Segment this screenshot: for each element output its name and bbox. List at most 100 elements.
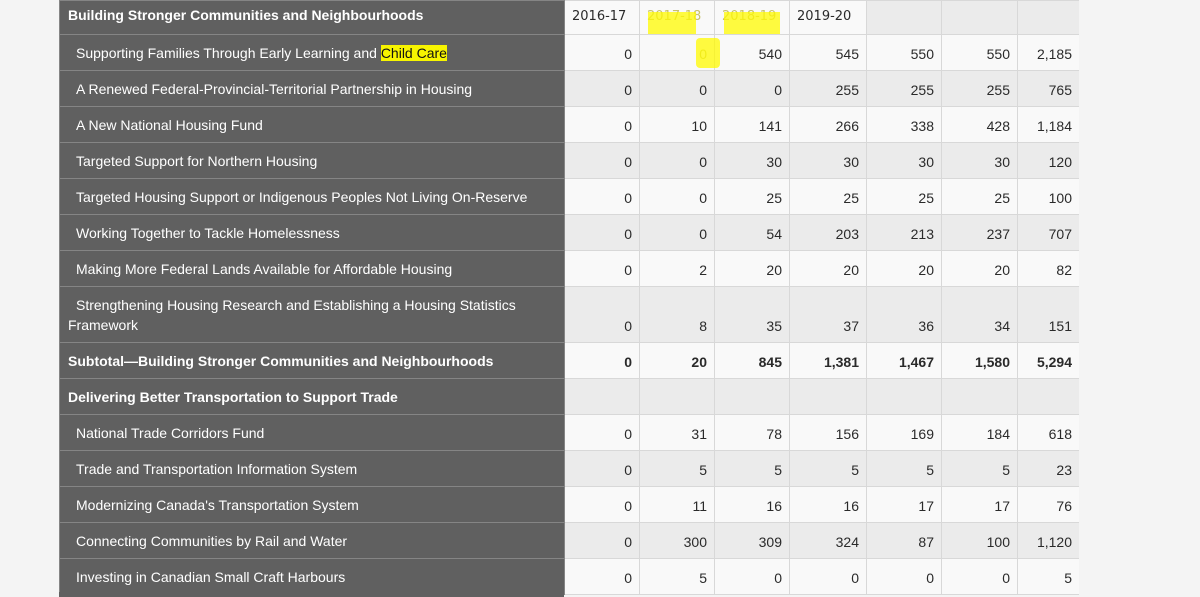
empty-cell bbox=[941, 378, 1018, 415]
total-cell: 76 bbox=[1017, 486, 1079, 523]
value-cell: 20 bbox=[789, 250, 867, 287]
value-cell: 20 bbox=[714, 250, 790, 287]
total-cell: 765 bbox=[1017, 70, 1079, 107]
value-cell: 100 bbox=[941, 522, 1018, 559]
subtotal-row: Subtotal—Building Stronger Communities a… bbox=[59, 342, 1079, 379]
value-cell: 550 bbox=[866, 34, 942, 71]
year-header-empty bbox=[941, 0, 1018, 35]
value-cell: 309 bbox=[714, 522, 790, 559]
value-cell: 0 bbox=[564, 250, 640, 287]
value-cell: 0 bbox=[564, 106, 640, 143]
row-label: Modernizing Canada's Transportation Syst… bbox=[59, 486, 565, 523]
value-cell: 37 bbox=[789, 286, 867, 343]
table-row: National Trade Corridors Fund 0 31 78 15… bbox=[59, 414, 1079, 451]
value-cell: 16 bbox=[789, 486, 867, 523]
highlighter-mark bbox=[648, 12, 696, 34]
value-cell: 78 bbox=[714, 414, 790, 451]
row-label: Making More Federal Lands Available for … bbox=[59, 250, 565, 287]
empty-cell bbox=[639, 378, 715, 415]
value-cell: 54 bbox=[714, 214, 790, 251]
table-row: Investing in Canadian Small Craft Harbou… bbox=[59, 558, 1079, 595]
year-header-empty bbox=[866, 0, 942, 35]
empty-cell bbox=[1017, 378, 1079, 415]
value-cell: 0 bbox=[639, 142, 715, 179]
value-cell: 255 bbox=[866, 70, 942, 107]
value-cell: 25 bbox=[941, 178, 1018, 215]
table-row: A Renewed Federal-Provincial-Territorial… bbox=[59, 70, 1079, 107]
value-cell: 255 bbox=[941, 70, 1018, 107]
value-cell: 338 bbox=[866, 106, 942, 143]
table-row: A New National Housing Fund 0 10 141 266… bbox=[59, 106, 1079, 143]
value-cell: 36 bbox=[866, 286, 942, 343]
table-row: Working Together to Tackle Homelessness … bbox=[59, 214, 1079, 251]
value-cell: 30 bbox=[866, 142, 942, 179]
value-cell: 25 bbox=[789, 178, 867, 215]
value-cell: 0 bbox=[564, 522, 640, 559]
value-cell: 300 bbox=[639, 522, 715, 559]
value-cell: 550 bbox=[941, 34, 1018, 71]
section-header-row: Delivering Better Transportation to Supp… bbox=[59, 378, 1079, 415]
year-header-empty bbox=[1017, 0, 1079, 35]
empty-cell bbox=[789, 378, 867, 415]
value-cell: 0 bbox=[789, 558, 867, 595]
row-label: National Trade Corridors Fund bbox=[59, 414, 565, 451]
table-row: Modernizing Canada's Transportation Syst… bbox=[59, 486, 1079, 523]
value-cell: 5 bbox=[714, 450, 790, 487]
value-cell: 0 bbox=[564, 70, 640, 107]
subtotal-cell: 1,381 bbox=[789, 342, 867, 379]
value-cell: 0 bbox=[639, 178, 715, 215]
row-label-text: Supporting Families Through Early Learni… bbox=[76, 45, 381, 61]
total-cell: 1,184 bbox=[1017, 106, 1079, 143]
value-cell: 156 bbox=[789, 414, 867, 451]
value-cell: 0 bbox=[941, 558, 1018, 595]
subtotal-cell: 845 bbox=[714, 342, 790, 379]
total-cell: 23 bbox=[1017, 450, 1079, 487]
row-label: Targeted Housing Support or Indigenous P… bbox=[59, 178, 565, 215]
value-cell: 30 bbox=[714, 142, 790, 179]
year-header: 2016-17 bbox=[564, 0, 640, 35]
row-label: Targeted Support for Northern Housing bbox=[59, 142, 565, 179]
value-cell: 10 bbox=[639, 106, 715, 143]
empty-cell bbox=[714, 378, 790, 415]
value-cell: 141 bbox=[714, 106, 790, 143]
year-header: 2019-20 bbox=[789, 0, 867, 35]
table-row: Targeted Support for Northern Housing 0 … bbox=[59, 142, 1079, 179]
value-cell: 540 bbox=[714, 34, 790, 71]
value-cell: 0 bbox=[564, 414, 640, 451]
value-cell: 11 bbox=[639, 486, 715, 523]
highlighter-mark bbox=[724, 12, 780, 34]
value-cell: 5 bbox=[639, 558, 715, 595]
value-cell: 0 bbox=[564, 450, 640, 487]
section-title: Building Stronger Communities and Neighb… bbox=[59, 0, 565, 35]
value-cell: 20 bbox=[941, 250, 1018, 287]
value-cell: 17 bbox=[941, 486, 1018, 523]
row-label: Trade and Transportation Information Sys… bbox=[59, 450, 565, 487]
row-label: Strengthening Housing Research and Estab… bbox=[59, 286, 565, 343]
subtotal-cell: 20 bbox=[639, 342, 715, 379]
value-cell: 184 bbox=[941, 414, 1018, 451]
value-cell: 5 bbox=[639, 450, 715, 487]
row-label: Working Together to Tackle Homelessness bbox=[59, 214, 565, 251]
table-row: Trade and Transportation Information Sys… bbox=[59, 450, 1079, 487]
next-row-edge bbox=[59, 592, 564, 597]
value-cell: 0 bbox=[564, 142, 640, 179]
budget-table: Building Stronger Communities and Neighb… bbox=[59, 0, 1079, 595]
table-row: Supporting Families Through Early Learni… bbox=[59, 34, 1079, 71]
total-cell: 151 bbox=[1017, 286, 1079, 343]
value-cell: 0 bbox=[714, 70, 790, 107]
highlighter-mark bbox=[696, 38, 720, 68]
value-cell: 0 bbox=[639, 70, 715, 107]
total-cell: 100 bbox=[1017, 178, 1079, 215]
section-title: Delivering Better Transportation to Supp… bbox=[59, 378, 565, 415]
total-cell: 1,120 bbox=[1017, 522, 1079, 559]
total-cell: 2,185 bbox=[1017, 34, 1079, 71]
row-label: A Renewed Federal-Provincial-Territorial… bbox=[59, 70, 565, 107]
row-label: Supporting Families Through Early Learni… bbox=[59, 34, 565, 71]
value-cell: 237 bbox=[941, 214, 1018, 251]
total-cell: 5 bbox=[1017, 558, 1079, 595]
table-row: Making More Federal Lands Available for … bbox=[59, 250, 1079, 287]
value-cell: 0 bbox=[564, 286, 640, 343]
value-cell: 0 bbox=[564, 486, 640, 523]
value-cell: 34 bbox=[941, 286, 1018, 343]
value-cell: 255 bbox=[789, 70, 867, 107]
